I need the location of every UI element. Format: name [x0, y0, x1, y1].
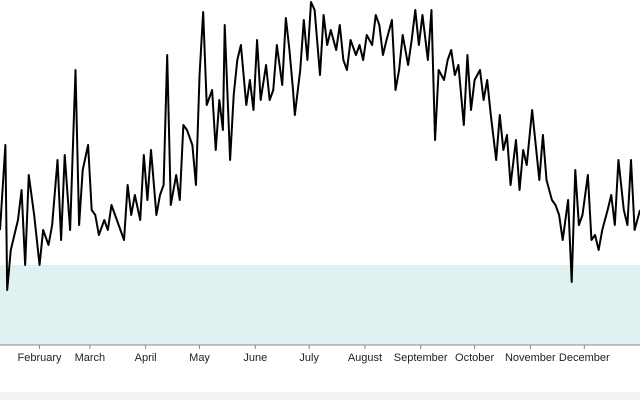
- x-tick-label: May: [189, 352, 210, 364]
- x-tick-label: June: [243, 352, 267, 364]
- x-tick-label: March: [75, 352, 106, 364]
- x-tick-label: February: [18, 352, 63, 364]
- x-tick-label: October: [455, 352, 494, 364]
- bottom-strip: [0, 392, 640, 400]
- reference-band: [0, 265, 640, 345]
- x-tick-label: December: [559, 352, 610, 364]
- x-tick-label: September: [394, 352, 448, 364]
- x-tick-label: August: [348, 352, 382, 364]
- x-tick-label: November: [505, 352, 556, 364]
- x-tick-label: April: [135, 352, 157, 364]
- x-tick-label: July: [299, 352, 319, 364]
- data-line: [0, 1, 640, 291]
